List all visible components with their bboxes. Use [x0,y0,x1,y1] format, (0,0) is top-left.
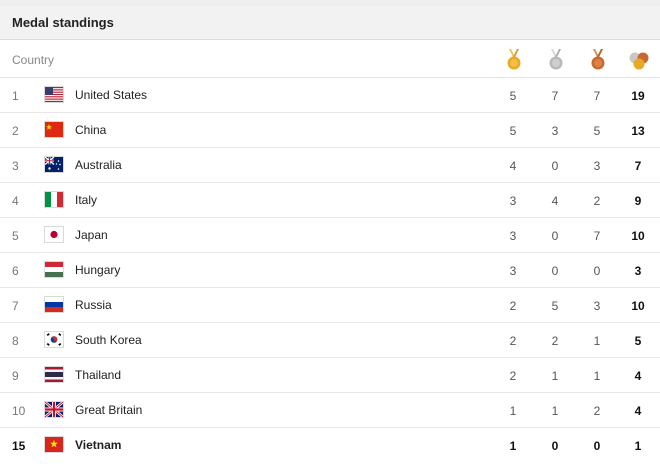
flag-south-korea-icon [45,332,63,347]
bronze-count: 5 [593,124,601,138]
bronze-count: 7 [593,229,601,243]
rank-cell: 1 [12,89,19,103]
silver-count: 1 [551,369,559,383]
country-name: Hungary [75,263,121,277]
total-count: 10 [631,299,645,313]
table-row[interactable]: 9 Thailand 2 1 1 4 [0,358,660,393]
silver-count: 0 [551,229,559,243]
total-count: 9 [634,194,642,208]
rank-cell: 8 [12,334,19,348]
bronze-count: 1 [593,334,601,348]
flag-great-britain-icon [45,402,63,417]
panel-header: Medal standings [0,6,660,40]
bronze-count: 2 [593,404,601,418]
bronze-medal-icon [591,49,605,70]
country-name: Thailand [75,368,122,382]
gold-count: 1 [509,404,517,418]
gold-count: 4 [509,159,517,173]
bronze-count: 2 [593,194,601,208]
column-header-row: Country [0,40,660,78]
bronze-count: 3 [593,159,601,173]
table-row-highlighted[interactable]: 15 Vietnam 1 0 0 1 [0,428,660,462]
total-count: 10 [631,229,645,243]
rank-cell: 5 [12,229,19,243]
rank-cell: 9 [12,369,19,383]
gold-count: 2 [509,299,517,313]
table-row[interactable]: 7 Russia 2 5 3 10 [0,288,660,323]
country-name: Japan [75,228,108,242]
silver-count: 7 [551,89,559,103]
silver-count: 5 [551,299,559,313]
flag-usa-icon [45,87,63,102]
country-name: Russia [75,298,112,312]
country-name: United States [75,88,148,102]
gold-count: 1 [509,439,517,453]
rank-cell: 7 [12,299,19,313]
flag-thailand-icon [45,367,63,382]
top-strip [0,0,660,6]
table-row[interactable]: 5 Japan 3 0 7 10 [0,218,660,253]
total-count: 19 [631,89,645,103]
gold-count: 3 [509,264,517,278]
table-row[interactable]: 4 Italy 3 4 2 9 [0,183,660,218]
silver-count: 2 [551,334,559,348]
country-name: Australia [75,158,122,172]
rank-cell: 4 [12,194,19,208]
flag-australia-icon [45,157,63,172]
flag-japan-icon [45,227,63,242]
country-name: Great Britain [75,403,143,417]
table-row[interactable]: 10 Great Britain 1 1 2 4 [0,393,660,428]
total-count: 1 [634,439,642,453]
gold-count: 5 [509,124,517,138]
medal-table: 1 United States 5 7 7 19 2 China 5 3 5 13 3 Australia… [0,78,660,462]
total-count: 13 [631,124,645,138]
country-name: South Korea [75,333,142,347]
gold-count: 2 [509,334,517,348]
flag-vietnam-icon [45,437,63,452]
rank-cell: 6 [12,264,19,278]
flag-italy-icon [45,192,63,207]
total-count: 4 [634,404,642,418]
flag-china-icon [45,122,63,137]
panel-title: Medal standings [12,15,114,30]
silver-count: 4 [551,194,559,208]
table-row[interactable]: 6 Hungary 3 0 0 3 [0,253,660,288]
total-count: 5 [634,334,642,348]
silver-count: 0 [551,439,559,453]
table-row[interactable]: 8 South Korea 2 2 1 5 [0,323,660,358]
bronze-count: 1 [593,369,601,383]
total-count: 3 [634,264,642,278]
silver-count: 0 [551,264,559,278]
country-name: Italy [75,193,98,207]
total-count: 7 [634,159,642,173]
country-name: Vietnam [75,438,122,452]
silver-count: 3 [551,124,559,138]
bronze-count: 0 [593,439,601,453]
gold-medal-icon [507,49,521,70]
gold-count: 2 [509,369,517,383]
rank-cell: 15 [12,439,26,453]
table-row[interactable]: 2 China 5 3 5 13 [0,113,660,148]
bronze-count: 0 [593,264,601,278]
table-row[interactable]: 3 Australia 4 0 3 7 [0,148,660,183]
total-count: 4 [634,369,642,383]
table-row[interactable]: 1 United States 5 7 7 19 [0,78,660,113]
country-name: China [75,123,107,137]
total-medals-icon [629,52,649,70]
gold-count: 3 [509,194,517,208]
silver-medal-icon [549,49,563,70]
flag-russia-icon [45,297,63,312]
bronze-count: 3 [593,299,601,313]
rank-cell: 10 [12,404,26,418]
gold-count: 3 [509,229,517,243]
flag-hungary-icon [45,262,63,277]
bronze-count: 7 [593,89,601,103]
country-column-header: Country [12,53,55,67]
silver-count: 1 [551,404,559,418]
rank-cell: 3 [12,159,19,173]
gold-count: 5 [509,89,517,103]
rank-cell: 2 [12,124,19,138]
silver-count: 0 [551,159,559,173]
